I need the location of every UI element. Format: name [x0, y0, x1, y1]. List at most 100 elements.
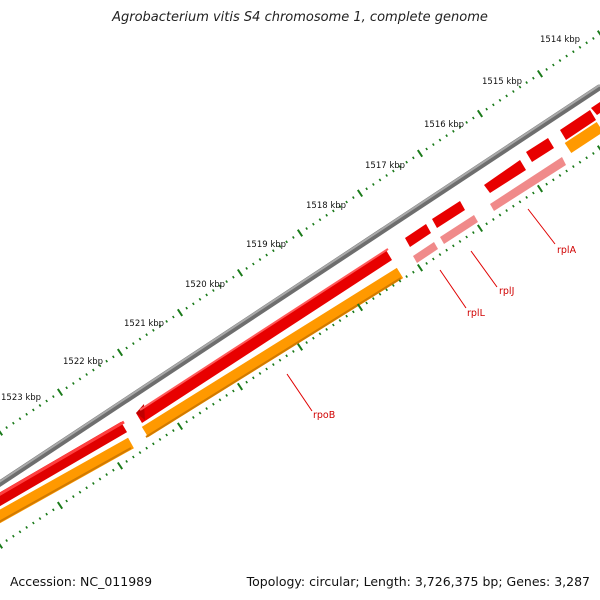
inner-ruler-minor-tick: [232, 389, 235, 393]
inner-ruler-minor-tick: [98, 477, 102, 481]
outer-ruler-minor-tick: [138, 337, 142, 341]
outer-ruler-minor-tick: [52, 395, 55, 399]
outer-ruler-major-tick: [356, 189, 364, 198]
outer-ruler-minor-tick: [198, 297, 202, 301]
outer-ruler-minor-tick: [532, 76, 535, 80]
gene-label-rpoB[interactable]: rpoB: [313, 410, 335, 421]
inner-ruler-minor-tick: [425, 261, 428, 265]
inner-ruler-minor-tick: [65, 499, 68, 503]
outer-ruler-minor-tick: [205, 293, 208, 297]
outer-ruler-minor-tick: [472, 116, 475, 120]
inner-ruler-minor-tick: [112, 468, 115, 472]
outer-ruler-minor-tick: [272, 249, 275, 253]
inner-ruler-minor-tick: [532, 191, 535, 195]
inner-ruler-minor-tick: [198, 411, 202, 415]
outer-ruler-minor-tick: [332, 209, 335, 213]
outer-ruler-minor-tick: [72, 381, 75, 385]
outer-ruler-major-tick: [116, 348, 124, 357]
gene-segment[interactable]: [564, 121, 600, 154]
inner-ruler-minor-tick: [318, 332, 322, 336]
ruler-label: 1516 kbp: [424, 120, 464, 130]
cds-track: [0, 102, 600, 507]
inner-ruler-minor-tick: [472, 231, 475, 235]
cds-arrow-rplA[interactable]: [484, 160, 526, 193]
outer-ruler-minor-tick: [252, 262, 255, 266]
inner-ruler-minor-tick: [385, 288, 388, 292]
gene-label-rplA[interactable]: rplA: [557, 245, 577, 256]
outer-ruler-minor-tick: [505, 94, 508, 98]
inner-ruler-major-tick: [116, 461, 124, 470]
outer-ruler-minor-tick: [12, 421, 15, 425]
inner-ruler-minor-tick: [172, 429, 175, 433]
cds-segment[interactable]: [0, 421, 128, 507]
leader-rplA: [527, 208, 556, 245]
ruler-label: 1521 kbp: [124, 319, 164, 329]
outer-ruler-minor-tick: [85, 373, 88, 376]
inner-ruler-major-tick: [596, 145, 600, 151]
faded-segment[interactable]: [440, 215, 478, 244]
outer-ruler-minor-tick: [278, 244, 282, 248]
inner-ruler-minor-tick: [305, 341, 308, 345]
inner-ruler-minor-tick: [552, 178, 555, 182]
outer-ruler-minor-tick: [105, 359, 108, 363]
inner-ruler-minor-tick: [158, 437, 162, 441]
inner-ruler-minor-tick: [572, 165, 575, 169]
outer-ruler-minor-tick: [45, 399, 48, 403]
outer-ruler-minor-tick: [585, 41, 588, 45]
ruler-label: 1518 kbp: [306, 201, 346, 211]
outer-ruler-major-tick: [56, 388, 64, 397]
inner-ruler-minor-tick: [5, 539, 8, 543]
inner-ruler-minor-tick: [152, 442, 155, 446]
genome-summary-text: Topology: circular; Length: 3,726,375 bp…: [246, 574, 590, 589]
outer-ruler-major-tick: [416, 149, 424, 158]
inner-ruler-major-tick: [0, 543, 4, 549]
inner-ruler-minor-tick: [205, 407, 208, 411]
outer-ruler-minor-tick: [312, 222, 315, 226]
ruler-label: 1517 kbp: [365, 161, 405, 171]
inner-ruler-major-tick: [56, 501, 64, 510]
gene-label-rplJ[interactable]: rplJ: [499, 286, 514, 297]
inner-ruler-minor-tick: [458, 239, 462, 243]
gene-segment[interactable]: [141, 267, 404, 438]
inner-ruler-minor-tick: [485, 222, 488, 226]
faded-segment[interactable]: [490, 157, 566, 211]
inner-ruler-minor-tick: [125, 459, 128, 463]
inner-ruler-minor-tick: [25, 525, 28, 529]
inner-ruler-major-tick: [296, 343, 304, 351]
outer-ruler-minor-tick: [512, 90, 515, 93]
cds-arrow-rplJ[interactable]: [432, 201, 465, 228]
gene-label-rplL[interactable]: rplL: [467, 308, 486, 319]
outer-ruler-minor-tick: [285, 240, 288, 244]
inner-ruler-minor-tick: [85, 486, 88, 490]
outer-ruler-minor-tick: [212, 289, 215, 292]
inner-ruler-minor-tick: [245, 380, 248, 384]
outer-ruler-minor-tick: [485, 107, 488, 111]
inner-ruler-minor-tick: [492, 217, 495, 221]
inner-ruler-minor-tick: [518, 200, 522, 204]
outer-ruler-minor-tick: [192, 302, 195, 306]
cds-arrow-rplL[interactable]: [405, 224, 431, 247]
inner-ruler-minor-tick: [438, 253, 442, 257]
ruler-label: 1515 kbp: [482, 77, 522, 87]
cds-arrow-rpoB[interactable]: [136, 250, 392, 423]
inner-ruler-minor-tick: [312, 336, 315, 340]
cds-arrow-next2[interactable]: [560, 110, 596, 140]
outer-ruler-minor-tick: [158, 324, 162, 328]
inner-ruler-minor-tick: [278, 358, 282, 362]
cds-segment[interactable]: [0, 420, 125, 500]
faded-segment[interactable]: [413, 242, 438, 263]
inner-ruler-minor-tick: [32, 521, 35, 525]
outer-ruler-minor-tick: [378, 178, 382, 182]
inner-ruler-minor-tick: [105, 473, 108, 477]
inner-ruler-minor-tick: [505, 209, 508, 213]
outer-ruler-minor-tick: [458, 125, 462, 129]
inner-ruler-minor-tick: [525, 195, 528, 199]
inner-ruler-minor-tick: [585, 156, 588, 160]
inner-ruler-minor-tick: [545, 182, 548, 186]
inner-ruler-minor-tick: [192, 415, 195, 419]
cds-arrow-next3[interactable]: [591, 102, 600, 115]
gene-segment[interactable]: [0, 437, 134, 524]
outer-ruler-major-tick: [476, 109, 484, 118]
cds-arrow-next1[interactable]: [526, 138, 554, 162]
